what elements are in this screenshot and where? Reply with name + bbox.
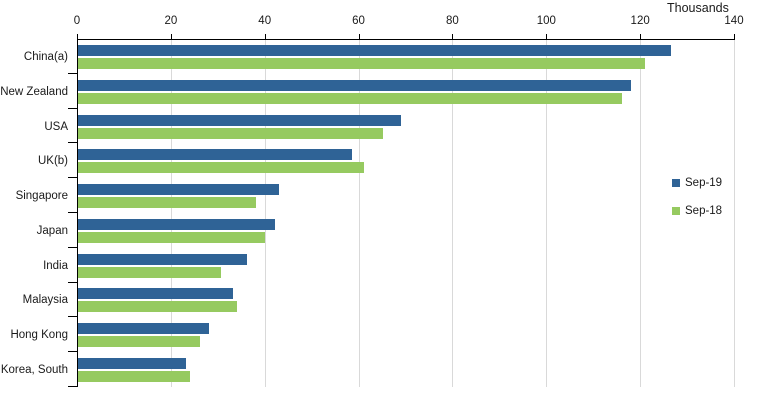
legend-label: Sep-18 (685, 205, 723, 217)
gridline (452, 40, 454, 387)
category-row (78, 109, 734, 144)
x-axis-tick-label: 20 (164, 15, 178, 27)
bar-sep-18 (78, 266, 221, 278)
bar-sep-19 (78, 218, 275, 230)
category-label: Singapore (15, 190, 68, 203)
bar-sep-18 (78, 197, 257, 209)
x-axis-tick-label: 60 (352, 15, 365, 27)
x-axis-tick-label: 80 (446, 15, 459, 27)
x-axis-line (77, 39, 734, 40)
plot-area (78, 40, 734, 387)
bar-sep-18 (78, 162, 364, 174)
category-row (78, 214, 734, 249)
bar-sep-19 (78, 288, 233, 300)
bar-sep-19 (78, 80, 631, 92)
y-axis-tick (68, 351, 78, 353)
bar-sep-18 (78, 335, 200, 347)
bar-sep-19 (78, 322, 210, 334)
category-row (78, 248, 734, 283)
bar-sep-19 (78, 357, 186, 369)
category-label: Malaysia (22, 294, 68, 307)
x-axis-tick-label: 0 (73, 15, 81, 27)
gridline (546, 40, 548, 387)
y-axis-line (77, 39, 78, 387)
x-axis-tick-labels: 0 20 40 60 80 100 120 140 (73, 15, 744, 30)
category-label: USA (44, 120, 68, 133)
y-axis-tick (68, 281, 78, 283)
gridline (170, 40, 172, 387)
category-label: Korea, South (0, 363, 68, 376)
bar-sep-18 (78, 127, 383, 139)
bar-sep-18 (78, 301, 238, 313)
bar-sep-19 (78, 253, 247, 265)
gridline (264, 40, 266, 387)
category-label: China(a) (23, 51, 68, 64)
gridlines (77, 40, 735, 387)
y-axis-tick (68, 212, 78, 213)
legend-swatch-sep-19 (672, 179, 680, 187)
bar-sep-19 (78, 184, 280, 196)
x-axis-tick-label: 120 (630, 15, 650, 27)
y-axis-tick (68, 246, 78, 248)
y-axis-tick (68, 142, 78, 144)
bar-sep-18 (78, 231, 266, 243)
bar-sep-18 (78, 370, 191, 382)
category-label: India (43, 259, 68, 272)
bar-sep-19 (78, 114, 402, 126)
y-axis-tick (68, 177, 78, 179)
category-label: New Zealand (0, 86, 68, 99)
gridline (358, 40, 360, 387)
x-axis-tick-label: 40 (258, 15, 272, 27)
bar-sep-19 (78, 45, 671, 57)
legend-item: Sep-19 (672, 177, 722, 189)
gridline (734, 40, 735, 387)
y-axis-tick (68, 107, 78, 109)
category-row (78, 318, 734, 353)
gridline (640, 40, 642, 387)
axis-unit-label: Thousands (667, 1, 729, 15)
category-row (78, 40, 734, 75)
bar-sep-18 (78, 93, 622, 105)
category-row (78, 283, 734, 318)
category-row (78, 352, 734, 387)
legend-item: Sep-18 (672, 205, 722, 217)
y-axis-tick (68, 386, 78, 387)
legend: Sep-19 Sep-18 (672, 177, 722, 217)
category-row (78, 75, 734, 110)
bar-sep-19 (78, 149, 353, 161)
y-axis-ticks (68, 39, 78, 387)
y-axis-tick (68, 72, 78, 74)
category-row (78, 144, 734, 179)
category-row (78, 179, 734, 214)
category-label: Japan (36, 224, 68, 237)
category-label: Hong Kong (10, 328, 68, 341)
bar-sep-18 (78, 58, 645, 70)
legend-swatch-sep-18 (672, 207, 680, 215)
y-axis-tick (68, 316, 78, 318)
x-axis-tick-label: 100 (536, 15, 556, 27)
x-axis-tick-label: 140 (724, 15, 744, 27)
category-axis-labels: China(a) New Zealand USA UK(b) Singapore Japa… (0, 40, 68, 387)
category-label: UK(b) (37, 155, 68, 168)
legend-label: Sep-19 (685, 177, 723, 189)
